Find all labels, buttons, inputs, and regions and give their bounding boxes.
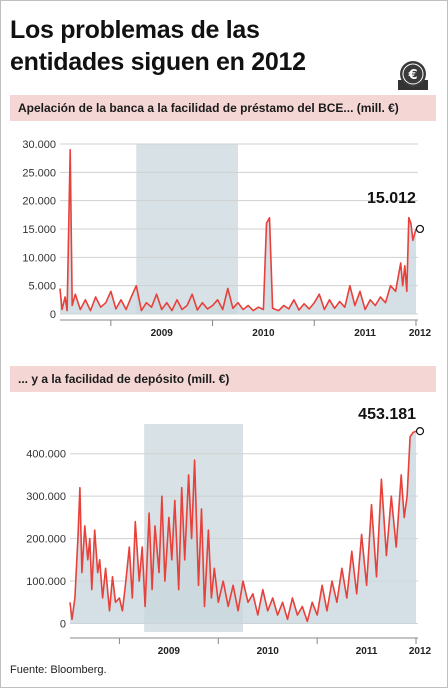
series-area: [70, 431, 416, 624]
deposit-facility-chart: 0 100.000 200.000 300.000 400.000 453.181 2009…: [26, 406, 432, 654]
series-line: [59, 148, 417, 312]
y-tick-label: 400.000: [26, 449, 66, 461]
chart2-title: ... y a la facilidad de depósito (mill. …: [10, 366, 436, 392]
last-value-marker: [415, 427, 425, 436]
y-tick-label: 0: [60, 619, 66, 631]
y-tick-label: 25.000: [22, 167, 56, 179]
last-value-label: 15.012: [367, 190, 416, 207]
x-tick-label: 2010: [252, 328, 275, 339]
x-tick-label: 2009: [158, 646, 181, 654]
chart1-title: Apelación de la banca a la facilidad de …: [10, 95, 436, 121]
x-tick-label: 2009: [151, 328, 174, 339]
y-tick-label: 10.000: [22, 252, 56, 264]
x-tick-label: 2011: [356, 646, 378, 654]
y-tick-label: 30.000: [22, 139, 56, 151]
y-tick-label: 20.000: [22, 196, 56, 208]
page-title: Los problemas de las entidades siguen en…: [10, 16, 306, 76]
x-tick-label: 2012: [409, 646, 432, 654]
svg-text:€: €: [407, 68, 417, 83]
series-area: [60, 149, 416, 314]
y-tick-label: 0: [50, 309, 56, 321]
euro-coin-icon: €: [398, 61, 428, 90]
y-tick-label: 15.000: [22, 224, 56, 236]
source-note: Fuente: Bloomberg.: [10, 664, 107, 676]
x-tick-label: 2010: [257, 646, 280, 654]
x-tick-label: 2011: [354, 328, 376, 339]
lending-facility-chart: 0 5.000 10.000 15.000 20.000 25.000 30.000 15.0…: [22, 139, 432, 339]
y-tick-label: 100.000: [26, 576, 66, 588]
y-tick-label: 300.000: [26, 491, 66, 503]
last-value-marker: [415, 224, 425, 234]
series-line: [69, 430, 417, 623]
y-tick-label: 5.000: [28, 281, 56, 293]
last-value-label: 453.181: [358, 406, 416, 423]
y-tick-label: 200.000: [26, 534, 66, 546]
x-tick-label: 2012: [409, 328, 432, 339]
